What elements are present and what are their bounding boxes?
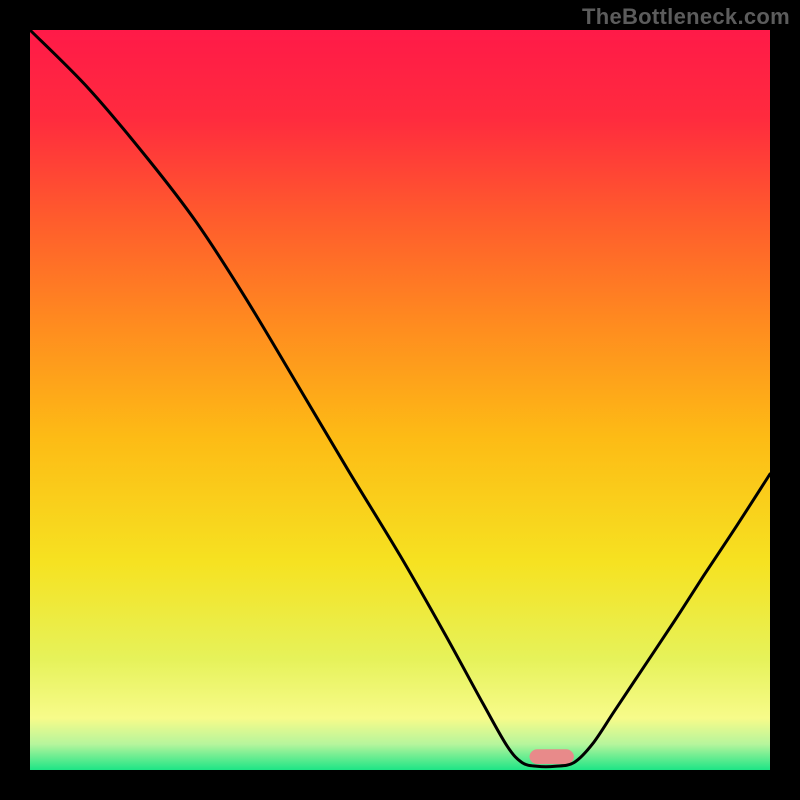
optimal-marker: [530, 749, 574, 764]
chart-plot-area: [30, 30, 770, 770]
bottleneck-chart: [0, 0, 800, 800]
watermark-text: TheBottleneck.com: [582, 4, 790, 30]
